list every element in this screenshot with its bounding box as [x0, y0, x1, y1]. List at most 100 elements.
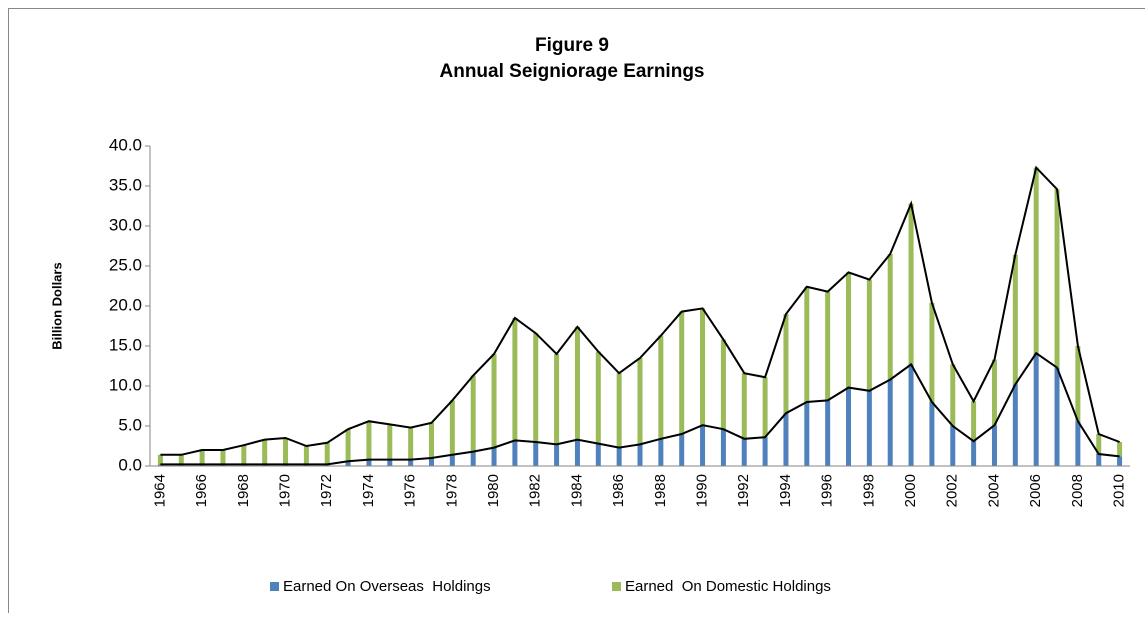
y-tick-label: 10.0	[109, 375, 142, 394]
x-tick-label: 1998	[860, 474, 877, 507]
bar-segment	[1055, 368, 1060, 466]
bar-segment	[888, 254, 893, 380]
y-tick-label: 15.0	[109, 335, 142, 354]
bar-segment	[992, 360, 997, 426]
x-tick-label: 1994	[777, 474, 794, 507]
y-tick-label: 5.0	[118, 415, 142, 434]
bar-segment	[596, 444, 601, 466]
bar-segment	[1096, 454, 1101, 466]
bar-segment	[450, 455, 455, 466]
bar-segment	[200, 450, 205, 464]
chart-title: Figure 9	[535, 35, 609, 56]
bar-segment	[554, 444, 559, 466]
bar-segment	[220, 450, 225, 464]
bar-segment	[804, 287, 809, 402]
bar-segment	[533, 442, 538, 466]
bar-segment	[658, 439, 663, 466]
x-tick-label: 2000	[902, 474, 919, 507]
bar-segment	[700, 308, 705, 425]
x-tick-label: 2004	[985, 474, 1002, 507]
bar-segment	[679, 312, 684, 434]
x-tick-label: 1976	[402, 474, 419, 507]
bar-segment	[492, 448, 497, 466]
x-tick-label: 1964	[151, 474, 168, 507]
bar-segment	[575, 327, 580, 440]
bar-segment	[617, 373, 622, 447]
x-tick-label: 1980	[485, 474, 502, 507]
bar-segment	[158, 455, 163, 465]
bar-segment	[763, 437, 768, 466]
legend-swatch	[270, 582, 279, 591]
bar-segment	[512, 440, 517, 466]
bar-segment	[512, 318, 517, 440]
y-tick-label: 20.0	[109, 295, 142, 314]
bar-segment	[471, 376, 476, 452]
bar-segment	[929, 303, 934, 402]
legend-swatch	[612, 582, 621, 591]
bar-segment	[346, 429, 351, 461]
bar-segment	[888, 380, 893, 466]
bar-segment	[763, 377, 768, 437]
bar-segment	[179, 455, 184, 465]
bar-segment	[638, 358, 643, 444]
bar-segment	[387, 424, 392, 459]
legend-label: Earned On Domestic Holdings	[625, 578, 831, 595]
y-tick-label: 25.0	[109, 255, 142, 274]
bar-segment	[846, 388, 851, 466]
bar-segment	[533, 333, 538, 442]
bar-segment	[408, 428, 413, 460]
bar-segment	[304, 446, 309, 464]
x-tick-label: 2010	[1111, 474, 1128, 507]
bar-segment	[867, 280, 872, 391]
bar-segment	[742, 373, 747, 439]
bar-segment	[262, 440, 267, 465]
bar-segment	[638, 444, 643, 466]
bar-segment	[929, 402, 934, 466]
bar-segment	[1075, 421, 1080, 466]
x-tick-label: 1978	[443, 474, 460, 507]
bar-segment	[721, 429, 726, 466]
x-tick-label: 1996	[819, 474, 836, 507]
bar-segment	[1117, 456, 1122, 466]
x-tick-label: 1966	[193, 474, 210, 507]
bar-segment	[721, 340, 726, 430]
bar-segment	[867, 391, 872, 466]
bar-segment	[909, 204, 914, 365]
x-tick-label: 1968	[235, 474, 252, 507]
x-tick-label: 1982	[527, 474, 544, 507]
x-tick-label: 1972	[318, 474, 335, 507]
bar-segment	[1013, 384, 1018, 466]
bar-segment	[1034, 353, 1039, 466]
y-tick-label: 0.0	[118, 455, 142, 474]
bar-segment	[1117, 442, 1122, 456]
x-tick-label: 1974	[360, 474, 377, 507]
bar-segment	[1034, 168, 1039, 354]
bar-segment	[596, 352, 601, 444]
bar-segment	[992, 425, 997, 466]
bar-segment	[429, 458, 434, 466]
x-tick-label: 2002	[944, 474, 961, 507]
y-tick-label: 30.0	[109, 215, 142, 234]
bar-segment	[283, 438, 288, 464]
x-tick-label: 2008	[1069, 474, 1086, 507]
bar-segment	[804, 402, 809, 466]
bar-segment	[492, 354, 497, 448]
bar-segment	[575, 440, 580, 466]
x-tick-label: 1992	[735, 474, 752, 507]
bar-segment	[658, 336, 663, 439]
x-tick-label: 1988	[652, 474, 669, 507]
y-tick-label: 35.0	[109, 175, 142, 194]
bar-segment	[1013, 255, 1018, 385]
chart-border	[9, 9, 1145, 614]
bar-segment	[971, 441, 976, 466]
bar-segment	[825, 292, 830, 401]
bar-segment	[783, 314, 788, 413]
bar-segment	[617, 448, 622, 466]
bar-segment	[742, 439, 747, 466]
x-tick-label: 1984	[568, 474, 585, 507]
bar-segment	[554, 354, 559, 444]
x-tick-label: 2006	[1027, 474, 1044, 507]
bar-segment	[1055, 189, 1060, 367]
